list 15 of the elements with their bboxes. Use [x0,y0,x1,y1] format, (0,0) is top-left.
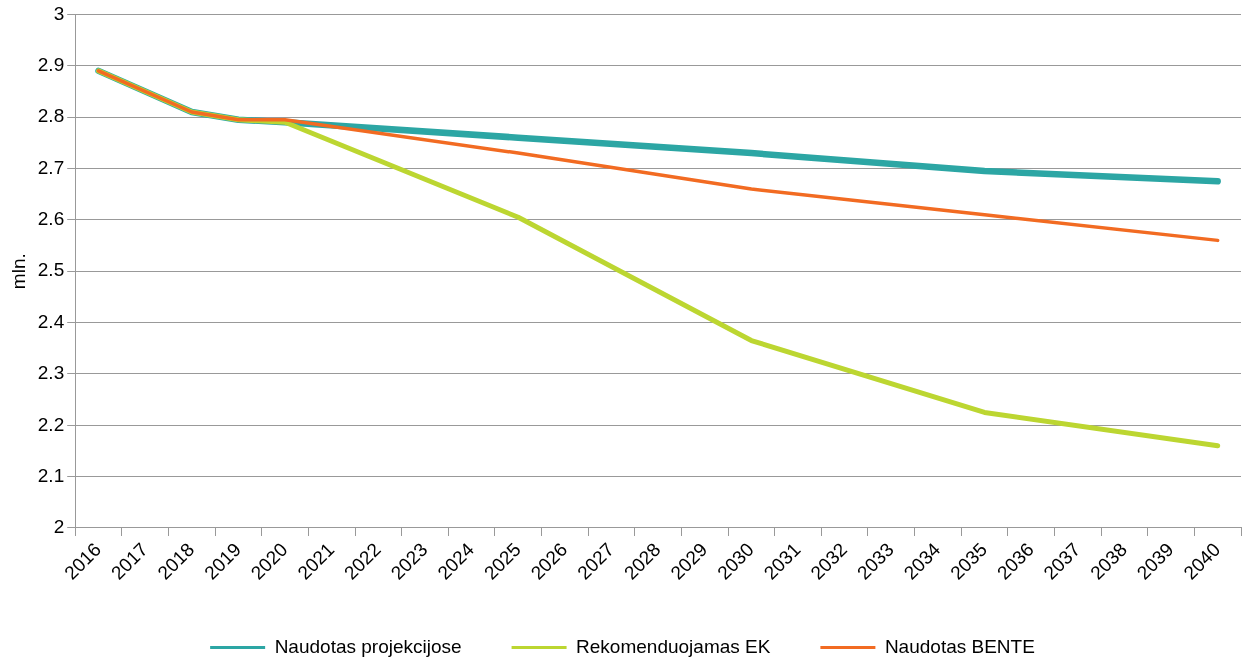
y-tick-label: 3 [53,2,65,24]
y-tick-label: 2 [53,516,65,538]
legend-label: Naudotas BENTE [884,635,1035,657]
legend-label: Naudotas projekcijose [274,635,462,657]
y-tick-label: 2.6 [37,208,65,230]
y-tick-label: 2.2 [37,413,65,435]
y-tick-label: 2.9 [37,53,65,75]
legend-label: Rekomenduojamas EK [576,635,771,657]
y-tick-label: 2.1 [37,464,65,486]
y-axis-title: mln. [7,253,29,290]
y-tick-label: 2.7 [37,156,65,178]
y-tick-label: 2.8 [37,105,65,127]
y-tick-label: 2.5 [37,259,65,281]
y-tick-label: 2.3 [37,362,65,384]
y-tick-label: 2.4 [37,310,65,332]
